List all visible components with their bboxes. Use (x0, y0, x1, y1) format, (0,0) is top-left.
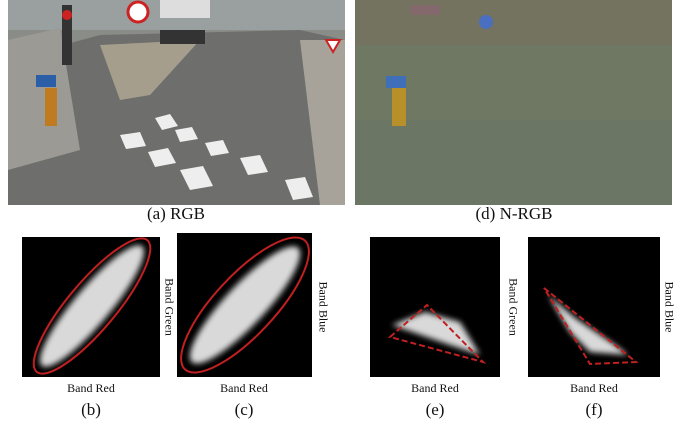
x-axis-label: Band Red (411, 381, 459, 395)
nrgb-photo (355, 0, 672, 205)
scatter-plot (163, 220, 327, 390)
caption: (f) (586, 400, 603, 419)
y-axis-label: Band Green (506, 278, 520, 336)
x-axis-label: Band Red (570, 381, 618, 395)
x-axis-label: Band Red (220, 381, 268, 395)
caption: (b) (81, 400, 101, 419)
y-axis-label: Band Blue (316, 282, 330, 333)
y-axis-label: Band Green (162, 278, 176, 336)
scatter-plot (18, 225, 165, 388)
y-axis-label: Band Blue (662, 282, 675, 333)
scatter-plot (528, 237, 660, 377)
figure: (a) RGB (d) N-RGB Band Red Band Red Band… (0, 0, 675, 428)
scatter-plot (370, 237, 500, 377)
caption: (e) (426, 400, 445, 419)
caption: (d) N-RGB (476, 204, 553, 223)
caption: (a) RGB (147, 204, 205, 223)
x-axis-label: Band Red (67, 381, 115, 395)
rgb-photo (8, 0, 345, 205)
caption: (c) (235, 400, 254, 419)
